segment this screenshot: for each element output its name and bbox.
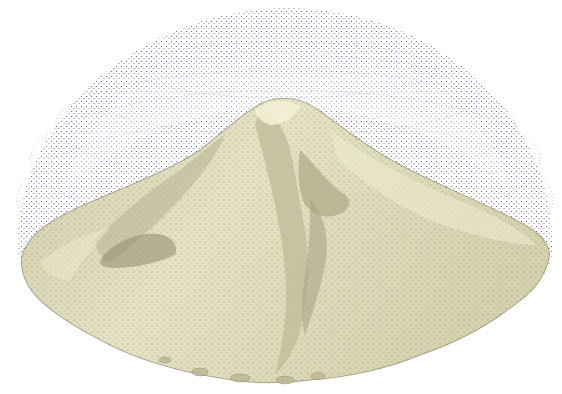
sand-pile-mesh <box>21 98 550 385</box>
